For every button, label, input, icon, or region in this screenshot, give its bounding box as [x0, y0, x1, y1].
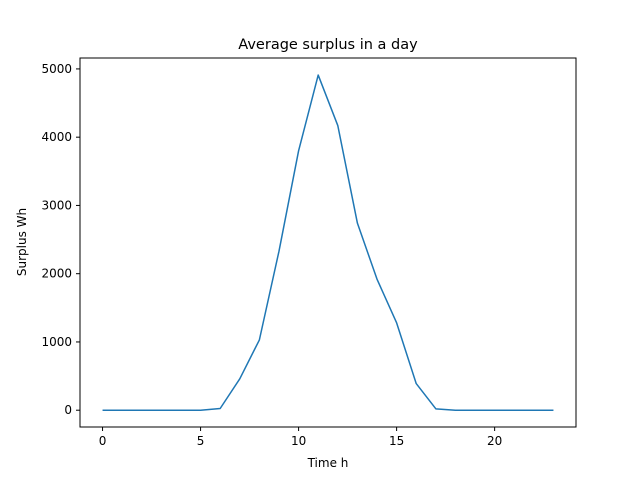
data-point: [474, 409, 477, 412]
data-point: [513, 409, 516, 412]
data-point: [434, 407, 437, 410]
data-point: [179, 409, 182, 412]
data-point: [277, 250, 280, 253]
x-tick-label: 15: [389, 434, 404, 448]
data-point: [493, 409, 496, 412]
data-point: [415, 382, 418, 385]
data-point: [160, 409, 163, 412]
series-line: [102, 74, 554, 411]
y-tick-label: 5000: [41, 62, 72, 76]
data-point: [532, 409, 535, 412]
x-axis-label: Time h: [307, 456, 349, 470]
data-point: [140, 409, 143, 412]
y-axis-label: Surplus Wh: [15, 208, 29, 276]
x-tick-label: 5: [197, 434, 205, 448]
data-point: [454, 409, 457, 412]
y-axis-ticks: 0 1000 2000 3000 4000 5000: [41, 62, 80, 417]
data-point: [199, 409, 202, 412]
y-tick-label: 2000: [41, 267, 72, 281]
data-point: [297, 149, 300, 152]
data-point: [101, 409, 104, 412]
data-point: [395, 321, 398, 324]
data-point: [219, 407, 222, 410]
y-tick-label: 0: [64, 403, 72, 417]
data-point: [552, 409, 555, 412]
x-tick-label: 10: [291, 434, 306, 448]
data-point: [336, 124, 339, 127]
data-point: [356, 222, 359, 225]
y-tick-label: 3000: [41, 198, 72, 212]
series-layer: [101, 74, 555, 412]
y-tick-label: 1000: [41, 335, 72, 349]
data-point: [317, 74, 320, 77]
x-axis-ticks: 0 5 10 15 20: [99, 427, 502, 448]
data-point: [376, 278, 379, 281]
data-point: [258, 338, 261, 341]
data-point: [121, 409, 124, 412]
chart-title: Average surplus in a day: [238, 37, 418, 53]
y-tick-label: 4000: [41, 130, 72, 144]
x-tick-label: 20: [487, 434, 502, 448]
data-point: [238, 377, 241, 380]
x-tick-label: 0: [99, 434, 107, 448]
plot-frame: [79, 57, 577, 428]
